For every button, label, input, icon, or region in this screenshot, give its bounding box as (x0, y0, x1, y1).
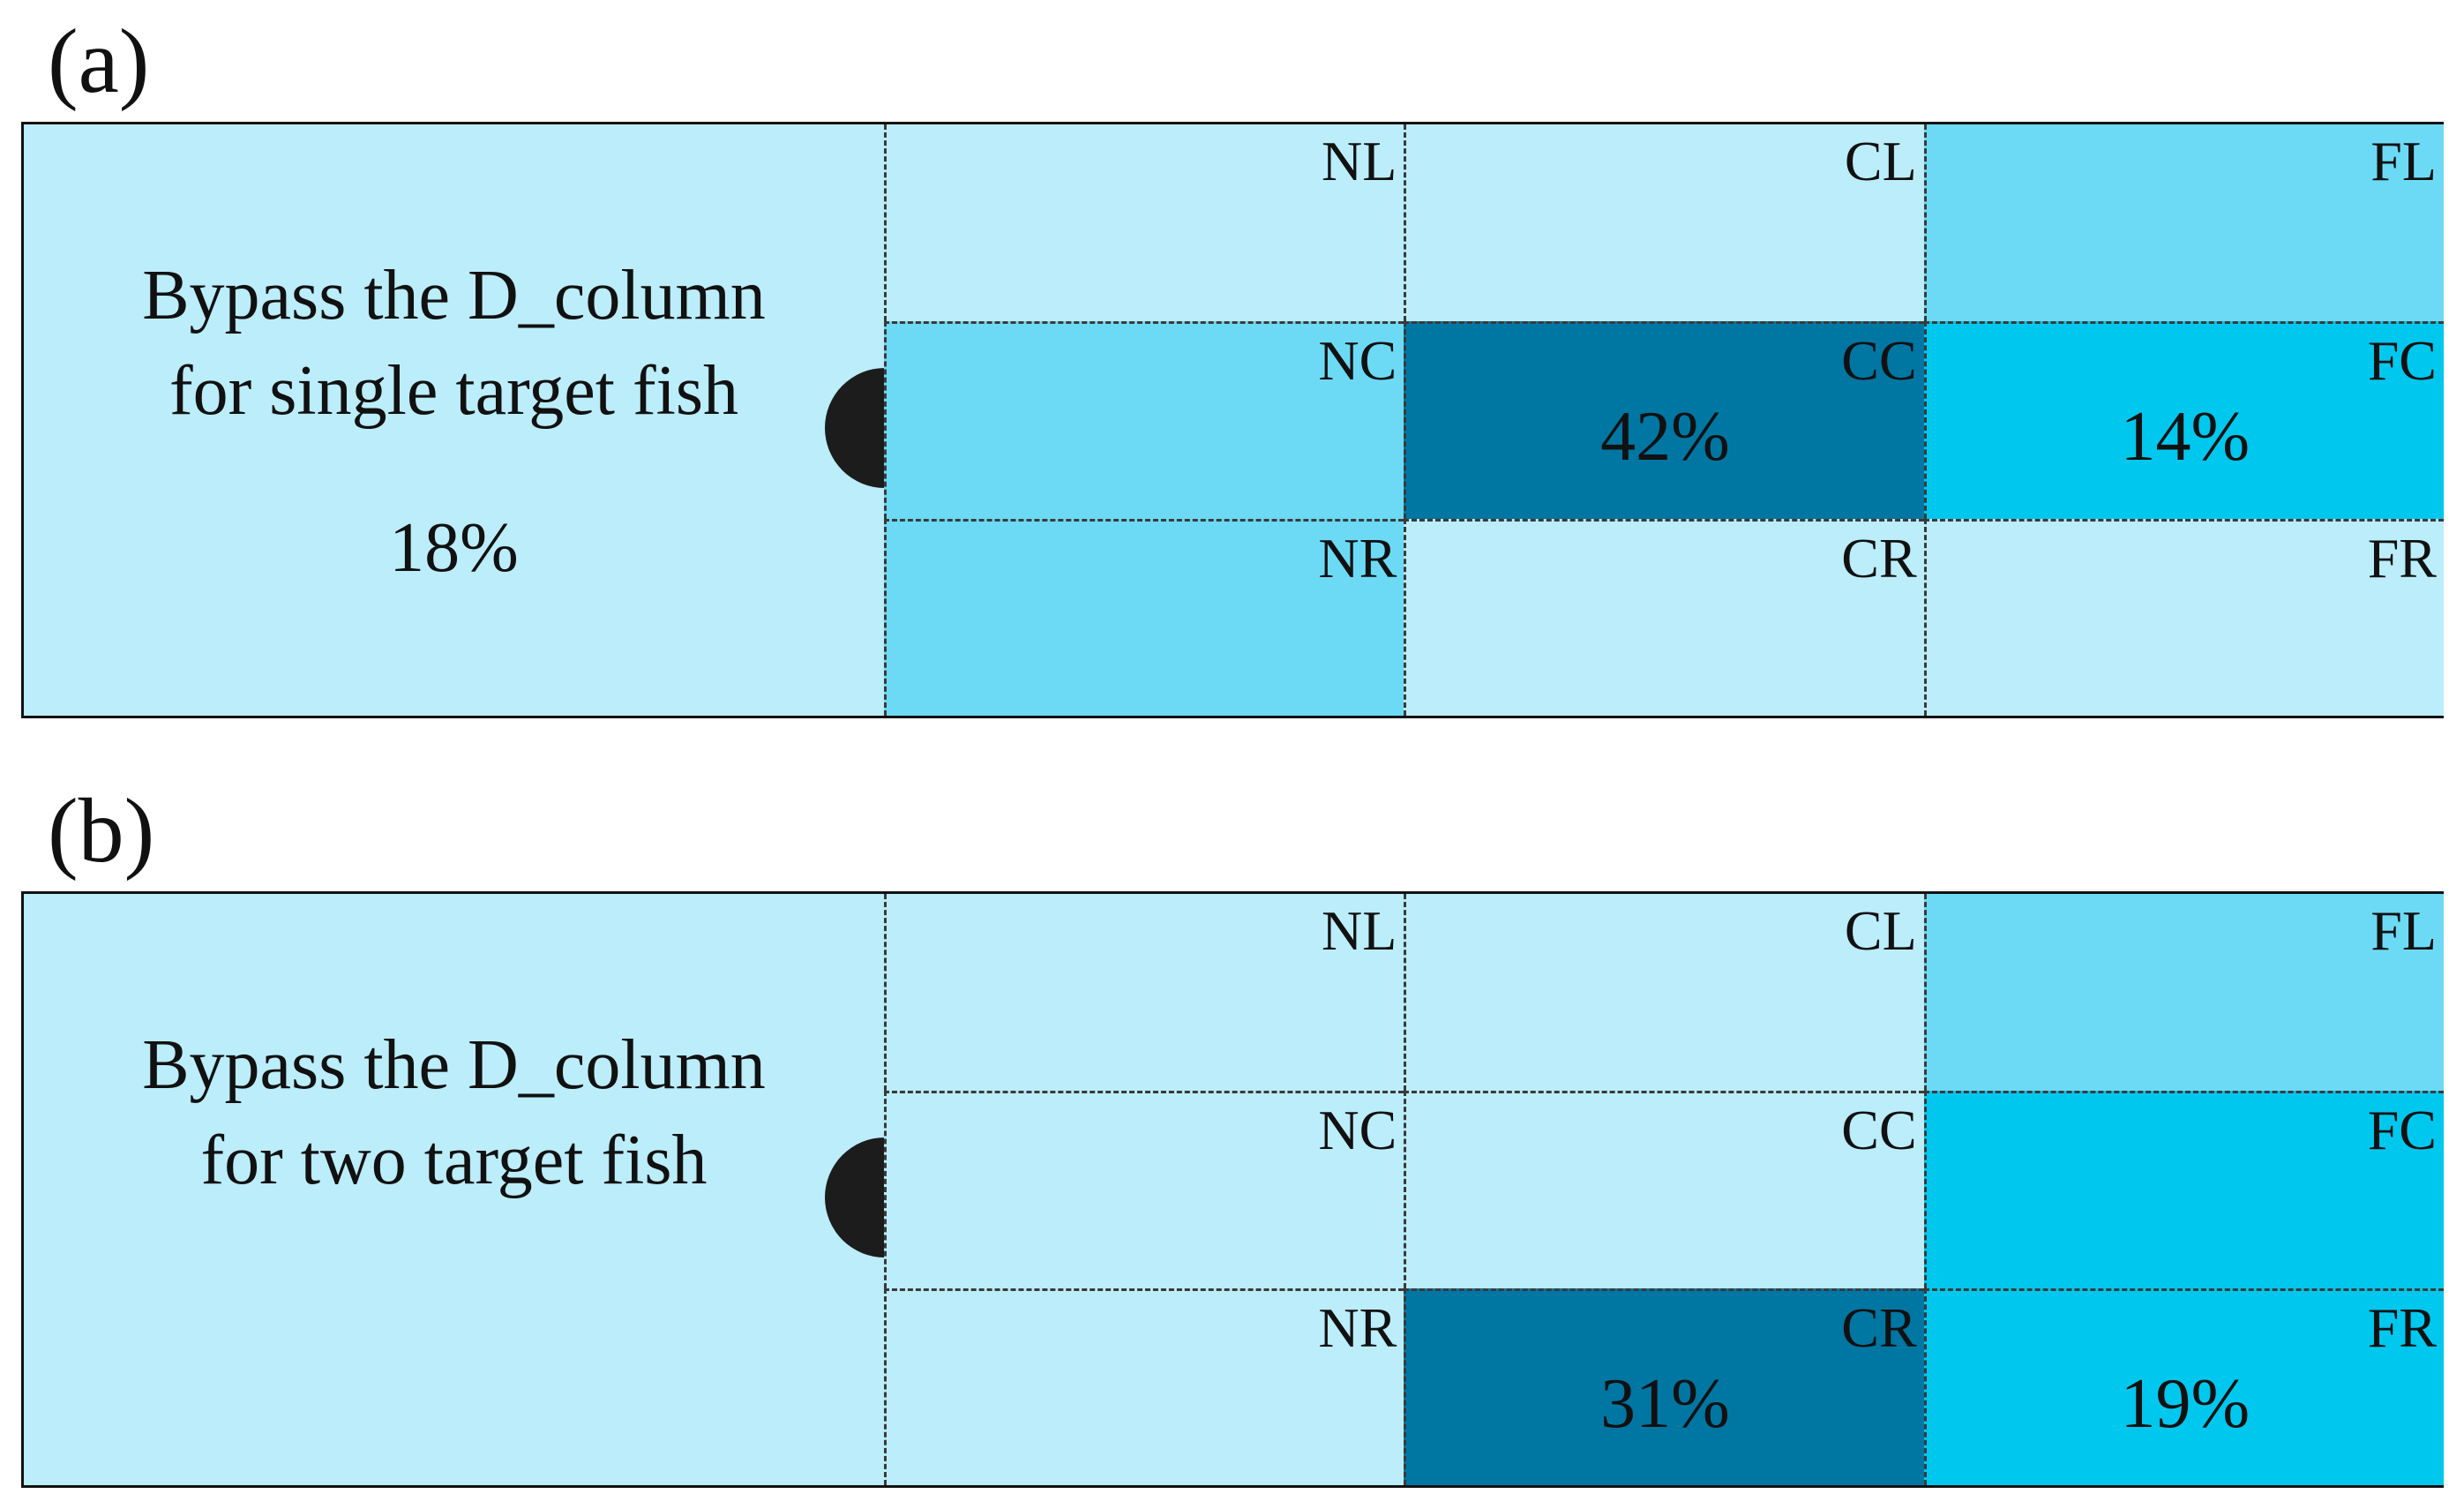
bypass-title-line2: for single target fish (169, 352, 739, 430)
zone-cell: NR (884, 1288, 1404, 1485)
zone-code: CC (1841, 1099, 1917, 1162)
zone-cell: CL (1404, 894, 1924, 1092)
zone-percent: 14% (2120, 398, 2251, 477)
zone-cell: FC (1923, 1091, 2444, 1288)
zone-code: NR (1318, 1295, 1397, 1359)
zone-cell: FL (1923, 894, 2444, 1092)
zone-cell: CL (1404, 124, 1924, 322)
panel-a-label: (a) (48, 11, 150, 112)
zone-cell: NC (884, 321, 1404, 519)
zone-cell: NR (884, 518, 1404, 716)
zone-code: CR (1841, 526, 1917, 589)
zone-cell: FC 14% (1923, 321, 2444, 519)
zone-code: NC (1318, 1099, 1397, 1162)
zone-cell: CC 42% (1404, 321, 1924, 519)
zone-code: CL (1844, 899, 1917, 962)
zone-cell: NC (884, 1091, 1404, 1288)
zone-cell: CR (1404, 518, 1924, 716)
zone-code: NR (1318, 526, 1397, 589)
zone-grid: NL CL FL NC CC FC NR CR 31% FR 19% (884, 894, 2444, 1485)
zone-code: FL (2370, 130, 2437, 192)
zone-code: CR (1841, 1295, 1917, 1359)
zone-code: FR (2367, 526, 2437, 589)
zone-cell: FR (1923, 518, 2444, 716)
bypass-percent: 18% (389, 509, 519, 587)
zone-cell: CC (1404, 1091, 1924, 1288)
bypass-title-line2: for two target fish (200, 1122, 708, 1199)
zone-cell: FL (1923, 124, 2444, 322)
zone-code: FC (2367, 1099, 2437, 1162)
zone-percent: 42% (1600, 398, 1730, 477)
zone-percent: 19% (2120, 1364, 2251, 1443)
zone-grid: NL CL FL NC CC 42% FC 14% NR CR FR (884, 124, 2444, 716)
zone-cell: NL (884, 124, 1404, 322)
bypass-region: Bypass the D_column for single target fi… (24, 124, 884, 716)
zone-code: NL (1322, 899, 1397, 962)
panel-b-label: (b) (48, 780, 155, 882)
bypass-title-line1: Bypass the D_column (142, 257, 766, 334)
zone-code: CL (1844, 130, 1917, 192)
zone-code: NL (1322, 130, 1397, 192)
bypass-region: Bypass the D_column for two target fish (24, 894, 884, 1485)
zone-code: CC (1841, 329, 1917, 393)
zone-code: FL (2370, 899, 2437, 962)
bypass-title-line1: Bypass the D_column (142, 1026, 766, 1104)
zone-code: FR (2367, 1295, 2437, 1359)
zone-code: NC (1318, 329, 1397, 393)
zone-cell: NL (884, 894, 1404, 1092)
panel-b-diagram: Bypass the D_column for two target fish … (21, 891, 2444, 1488)
zone-percent: 31% (1600, 1364, 1730, 1443)
panel-a-diagram: Bypass the D_column for single target fi… (21, 122, 2444, 718)
zone-cell: CR 31% (1404, 1288, 1924, 1485)
zone-cell: FR 19% (1923, 1288, 2444, 1485)
zone-code: FC (2367, 329, 2437, 393)
